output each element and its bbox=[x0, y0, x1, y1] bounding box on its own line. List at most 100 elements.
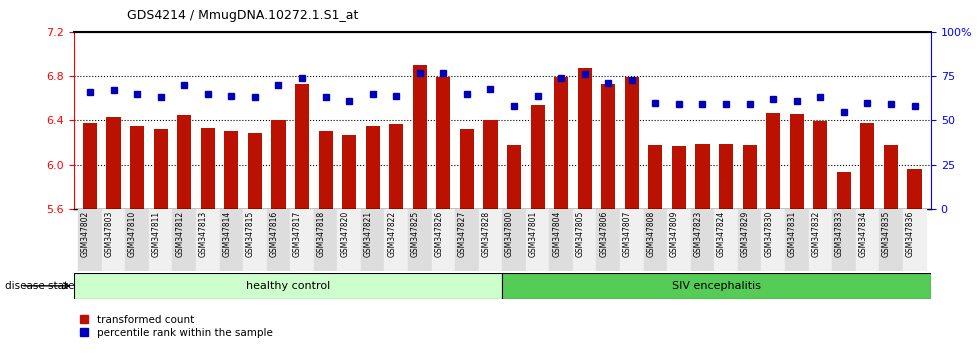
Bar bbox=[620, 209, 644, 271]
Text: GSM347832: GSM347832 bbox=[811, 211, 820, 257]
Bar bbox=[907, 169, 921, 209]
Bar bbox=[290, 209, 314, 271]
Bar bbox=[130, 126, 144, 209]
Bar bbox=[436, 77, 451, 209]
Text: GSM347829: GSM347829 bbox=[741, 211, 750, 257]
Bar bbox=[526, 209, 550, 271]
Text: GSM347802: GSM347802 bbox=[81, 211, 90, 257]
Bar bbox=[667, 209, 691, 271]
Legend: transformed count, percentile rank within the sample: transformed count, percentile rank withi… bbox=[78, 315, 273, 338]
Text: GSM347813: GSM347813 bbox=[199, 211, 208, 257]
Bar bbox=[813, 121, 827, 209]
Bar bbox=[785, 209, 808, 271]
Bar bbox=[201, 128, 215, 209]
Bar bbox=[318, 131, 332, 209]
Bar bbox=[337, 209, 361, 271]
Text: GSM347821: GSM347821 bbox=[364, 211, 372, 257]
Bar bbox=[714, 209, 738, 271]
Bar bbox=[248, 132, 262, 209]
Bar bbox=[808, 209, 832, 271]
Bar bbox=[766, 113, 780, 209]
Bar bbox=[366, 126, 379, 209]
Bar bbox=[342, 135, 356, 209]
Text: GSM347833: GSM347833 bbox=[835, 211, 844, 257]
Text: GSM347810: GSM347810 bbox=[128, 211, 137, 257]
Bar bbox=[460, 129, 474, 209]
Bar bbox=[719, 144, 733, 209]
Text: GDS4214 / MmugDNA.10272.1.S1_at: GDS4214 / MmugDNA.10272.1.S1_at bbox=[127, 9, 359, 22]
Bar bbox=[455, 209, 478, 271]
Bar bbox=[267, 209, 290, 271]
Bar bbox=[384, 209, 408, 271]
Text: GSM347803: GSM347803 bbox=[105, 211, 114, 257]
Bar bbox=[860, 122, 874, 209]
Bar bbox=[903, 209, 926, 271]
Text: GSM347800: GSM347800 bbox=[505, 211, 514, 257]
Text: GSM347806: GSM347806 bbox=[599, 211, 609, 257]
Text: GSM347807: GSM347807 bbox=[623, 211, 632, 257]
Bar bbox=[78, 209, 102, 271]
Bar bbox=[413, 65, 427, 209]
Bar bbox=[154, 129, 168, 209]
Text: GSM347830: GSM347830 bbox=[764, 211, 773, 257]
Bar bbox=[224, 131, 238, 209]
Text: GSM347805: GSM347805 bbox=[575, 211, 585, 257]
Bar bbox=[271, 120, 285, 209]
Bar bbox=[530, 105, 545, 209]
Bar bbox=[172, 209, 196, 271]
Text: GSM347825: GSM347825 bbox=[411, 211, 419, 257]
Bar bbox=[837, 172, 851, 209]
Bar bbox=[738, 209, 761, 271]
Bar bbox=[577, 68, 592, 209]
Text: healthy control: healthy control bbox=[246, 281, 330, 291]
Bar bbox=[408, 209, 431, 271]
Text: GSM347827: GSM347827 bbox=[458, 211, 466, 257]
Bar bbox=[672, 146, 686, 209]
Bar bbox=[879, 209, 903, 271]
Bar bbox=[83, 122, 97, 209]
Bar bbox=[597, 209, 620, 271]
Text: GSM347808: GSM347808 bbox=[647, 211, 656, 257]
Bar bbox=[507, 145, 521, 209]
Text: GSM347809: GSM347809 bbox=[670, 211, 679, 257]
Bar bbox=[196, 209, 220, 271]
Bar bbox=[743, 145, 757, 209]
Text: GSM347824: GSM347824 bbox=[717, 211, 726, 257]
Text: SIV encephalitis: SIV encephalitis bbox=[672, 281, 761, 291]
Bar bbox=[601, 84, 615, 209]
Bar bbox=[102, 209, 125, 271]
Bar bbox=[243, 209, 267, 271]
Bar bbox=[790, 114, 804, 209]
Bar bbox=[691, 209, 714, 271]
Text: GSM347823: GSM347823 bbox=[694, 211, 703, 257]
Bar bbox=[625, 77, 639, 209]
Bar bbox=[361, 209, 384, 271]
Bar bbox=[502, 273, 931, 299]
Bar bbox=[761, 209, 785, 271]
Bar bbox=[554, 77, 568, 209]
Bar bbox=[696, 144, 710, 209]
Text: GSM347814: GSM347814 bbox=[222, 211, 231, 257]
Text: disease state: disease state bbox=[5, 281, 74, 291]
Bar bbox=[177, 115, 191, 209]
Bar bbox=[649, 145, 662, 209]
Bar bbox=[832, 209, 856, 271]
Text: GSM347834: GSM347834 bbox=[858, 211, 867, 257]
Bar bbox=[550, 209, 573, 271]
Text: GSM347801: GSM347801 bbox=[528, 211, 538, 257]
Text: GSM347815: GSM347815 bbox=[246, 211, 255, 257]
Text: GSM347820: GSM347820 bbox=[340, 211, 349, 257]
Bar bbox=[884, 145, 898, 209]
Bar bbox=[295, 84, 309, 209]
Text: GSM347831: GSM347831 bbox=[788, 211, 797, 257]
Bar bbox=[483, 120, 498, 209]
Text: GSM347812: GSM347812 bbox=[175, 211, 184, 257]
Bar bbox=[220, 209, 243, 271]
Text: GSM347818: GSM347818 bbox=[317, 211, 325, 257]
Bar bbox=[502, 209, 526, 271]
Text: GSM347804: GSM347804 bbox=[552, 211, 562, 257]
Bar bbox=[431, 209, 455, 271]
Text: GSM347816: GSM347816 bbox=[270, 211, 278, 257]
Text: GSM347811: GSM347811 bbox=[152, 211, 161, 257]
Bar bbox=[125, 209, 149, 271]
